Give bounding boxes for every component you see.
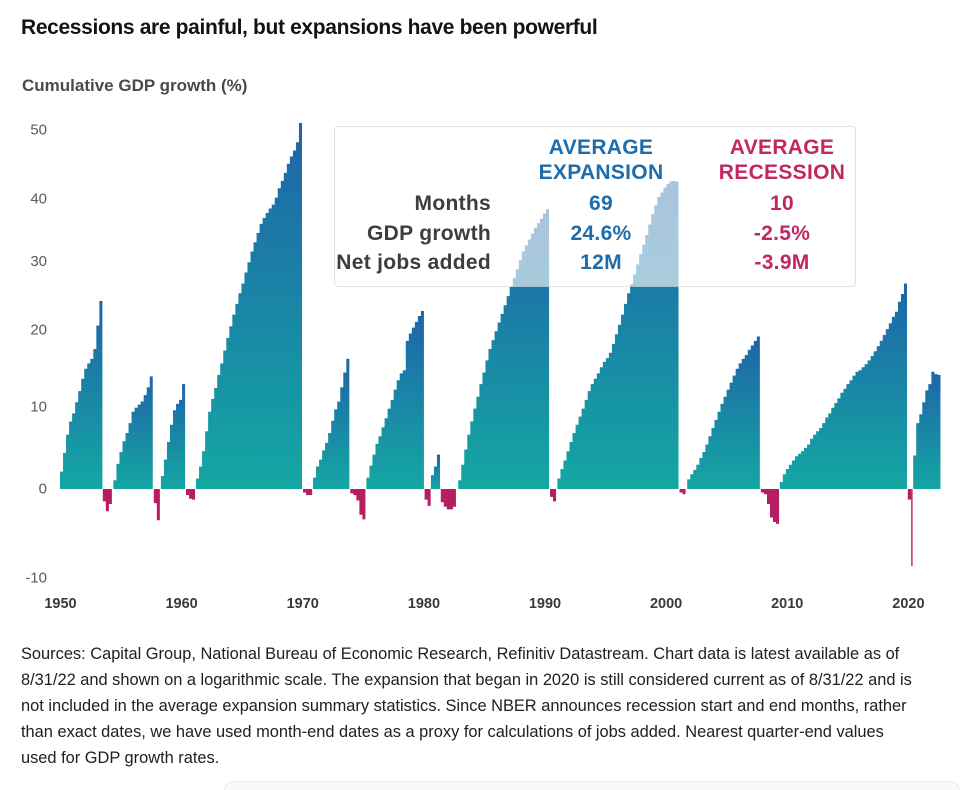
svg-text:1970: 1970: [287, 596, 319, 612]
svg-text:1990: 1990: [529, 596, 561, 612]
svg-text:40: 40: [30, 191, 47, 208]
svg-text:2010: 2010: [771, 596, 803, 612]
svg-text:20: 20: [30, 322, 47, 339]
svg-text:2020: 2020: [892, 596, 924, 612]
svg-text:1960: 1960: [165, 596, 197, 612]
svg-text:0: 0: [39, 481, 47, 498]
svg-text:50: 50: [30, 122, 47, 139]
svg-text:10: 10: [30, 399, 47, 416]
svg-text:30: 30: [30, 253, 47, 270]
svg-text:1980: 1980: [408, 596, 440, 612]
svg-text:2000: 2000: [650, 596, 682, 612]
svg-text:-10: -10: [25, 570, 47, 587]
svg-text:1950: 1950: [44, 596, 76, 612]
